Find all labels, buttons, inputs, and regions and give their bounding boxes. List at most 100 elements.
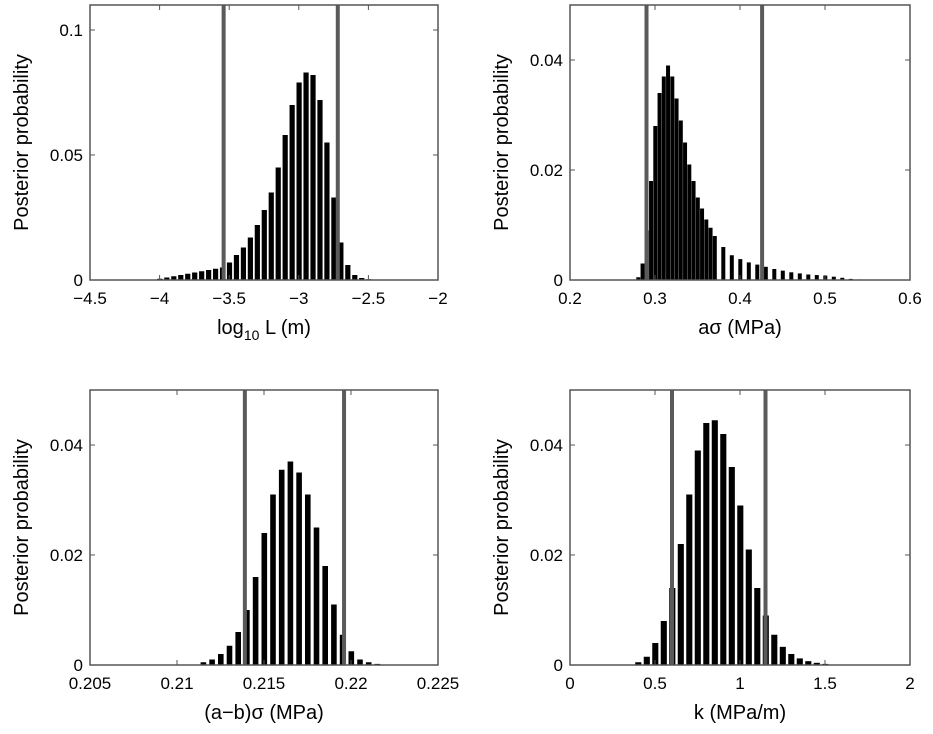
histogram-bar — [212, 268, 219, 280]
x-tick-label: 0 — [565, 674, 574, 693]
x-tick-label: 2 — [905, 674, 914, 693]
axes-frame — [89, 4, 439, 281]
y-tick-label: 0.04 — [50, 436, 83, 455]
histogram-bar — [796, 658, 803, 665]
histogram-bar — [788, 654, 795, 665]
histogram-bar — [635, 662, 642, 665]
histogram-bar — [247, 237, 253, 280]
y-tick-label: 0 — [554, 656, 563, 675]
histogram-bar — [772, 269, 777, 280]
y-tick-label: 0 — [74, 271, 83, 290]
histogram-bar — [310, 75, 316, 280]
plot-area — [570, 5, 910, 280]
x-tick-label: 1 — [735, 674, 744, 693]
histogram-bar — [805, 661, 812, 665]
x-tick-label: 0.205 — [69, 674, 112, 693]
x-axis-label-rest: L (m) — [259, 317, 310, 339]
histogram-bar — [324, 142, 330, 280]
histogram-bar — [728, 467, 735, 665]
x-tick-label: 0.22 — [334, 674, 367, 693]
histogram-bar — [206, 270, 212, 280]
y-tick-label: 0.02 — [50, 546, 83, 565]
histogram-bar — [687, 164, 692, 280]
histogram-bar — [813, 662, 820, 665]
x-tick-label: −4.5 — [73, 289, 107, 308]
y-axis-label: Posterior probability — [11, 54, 33, 231]
histogram-bar — [313, 527, 320, 665]
histogram-bar — [303, 72, 309, 280]
x-tick-label: 0.4 — [728, 289, 752, 308]
histogram-bar — [296, 472, 302, 665]
histogram-bar — [754, 588, 761, 665]
histogram-bar — [721, 247, 726, 280]
histogram-bar — [694, 450, 701, 665]
histogram-bar — [677, 544, 684, 665]
y-axis-label: Posterior probability — [491, 54, 513, 231]
histogram-bar — [763, 266, 768, 280]
x-axis-label: log10 L (m) — [217, 317, 311, 343]
x-axis-label: k (MPa/m) — [694, 702, 786, 724]
y-tick-label: 0.1 — [59, 21, 83, 40]
histogram-bar — [640, 263, 645, 280]
x-axis-label-main: aσ (MPa) — [698, 317, 781, 339]
histogram-bar — [683, 142, 688, 280]
histogram-bar — [218, 654, 224, 665]
histogram-bar — [240, 247, 247, 280]
x-axis-label: aσ (MPa) — [698, 317, 781, 339]
histogram-bar — [729, 255, 734, 280]
x-tick-label: 0.2 — [558, 289, 582, 308]
histogram-bar — [275, 167, 281, 280]
y-tick-label: 0 — [554, 271, 563, 290]
histogram-bar — [348, 651, 355, 665]
y-tick-label: 0.02 — [530, 546, 563, 565]
histogram-bar — [678, 120, 683, 280]
histogram-bar — [661, 76, 666, 280]
histogram-bar — [670, 76, 675, 280]
histogram-bar — [178, 275, 184, 280]
histogram-bar — [840, 277, 845, 280]
histogram-bar — [289, 105, 295, 280]
histogram-bar — [649, 181, 654, 280]
histogram-bar — [666, 65, 671, 280]
x-tick-label: −2.5 — [352, 289, 386, 308]
y-tick-label: 0 — [74, 656, 83, 675]
histogram-bar — [708, 227, 713, 280]
histogram-bar — [780, 270, 785, 280]
histogram-bar — [357, 659, 363, 665]
histogram-bar — [712, 236, 717, 280]
histogram-bar — [652, 643, 659, 665]
histogram-bar — [653, 126, 658, 280]
histogram-bar — [270, 494, 276, 665]
x-tick-label: −3 — [289, 289, 308, 308]
histogram-bar — [268, 192, 274, 280]
histogram-bar — [244, 610, 250, 665]
x-tick-label: −3.5 — [212, 289, 246, 308]
histogram-bar — [317, 100, 323, 280]
histogram-bar — [164, 277, 170, 280]
histogram-bar — [192, 272, 198, 280]
histogram-bar — [704, 219, 709, 280]
histogram-bar — [643, 656, 650, 665]
histogram-bar — [322, 566, 328, 665]
x-tick-label: 0.215 — [243, 674, 286, 693]
histogram-bar — [789, 272, 794, 280]
histogram-bar — [814, 275, 819, 280]
x-tick-label: −4 — [150, 289, 169, 308]
histogram-bar — [282, 135, 288, 280]
x-axis-label-main: log — [217, 317, 244, 339]
chart-panel-2: 0.2 0.3 0.4 0.5 0.6 0 0.02 0.04 Posterior probab… — [491, 4, 922, 339]
x-axis-label: (a−b)σ (MPa) — [204, 702, 324, 724]
histogram-bar — [797, 273, 802, 280]
histogram-bar — [365, 662, 372, 665]
chart-panel-1: −4.5 −4 −3.5 −3 −2.5 −2 0 0.05 0.1 Posterior prob… — [11, 4, 448, 343]
histogram-bar — [711, 420, 718, 665]
histogram-bar — [737, 505, 744, 665]
histogram-bar — [691, 181, 696, 280]
x-tick-label: 0.6 — [898, 289, 922, 308]
x-tick-label: 0.5 — [813, 289, 837, 308]
x-axis-label-main: (a−b)σ (MPa) — [204, 702, 324, 724]
histogram-bar — [738, 259, 743, 280]
x-axis-label-main: k (MPa/m) — [694, 702, 786, 724]
histogram-bar — [185, 273, 191, 280]
